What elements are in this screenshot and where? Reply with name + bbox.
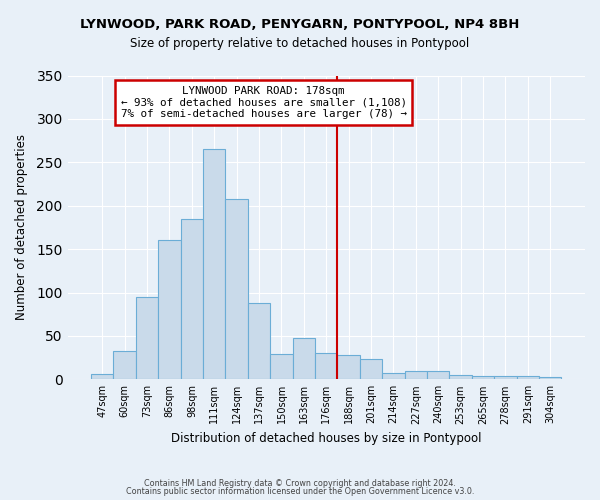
Bar: [270, 354, 293, 380]
Bar: [293, 338, 315, 380]
Bar: [360, 360, 382, 380]
Bar: [494, 376, 517, 380]
Bar: [337, 355, 360, 380]
X-axis label: Distribution of detached houses by size in Pontypool: Distribution of detached houses by size …: [171, 432, 482, 445]
Y-axis label: Number of detached properties: Number of detached properties: [15, 134, 28, 320]
Bar: [449, 375, 472, 380]
Text: Contains HM Land Registry data © Crown copyright and database right 2024.: Contains HM Land Registry data © Crown c…: [144, 478, 456, 488]
Bar: [203, 150, 226, 380]
Bar: [136, 297, 158, 380]
Bar: [248, 303, 270, 380]
Bar: [472, 376, 494, 380]
Bar: [427, 370, 449, 380]
Bar: [158, 240, 181, 380]
Text: Contains public sector information licensed under the Open Government Licence v3: Contains public sector information licen…: [126, 488, 474, 496]
Bar: [315, 354, 337, 380]
Text: LYNWOOD PARK ROAD: 178sqm
← 93% of detached houses are smaller (1,108)
7% of sem: LYNWOOD PARK ROAD: 178sqm ← 93% of detac…: [121, 86, 407, 119]
Bar: [539, 376, 562, 380]
Bar: [113, 350, 136, 380]
Bar: [226, 199, 248, 380]
Text: Size of property relative to detached houses in Pontypool: Size of property relative to detached ho…: [130, 38, 470, 51]
Bar: [91, 374, 113, 380]
Text: LYNWOOD, PARK ROAD, PENYGARN, PONTYPOOL, NP4 8BH: LYNWOOD, PARK ROAD, PENYGARN, PONTYPOOL,…: [80, 18, 520, 30]
Bar: [382, 373, 404, 380]
Bar: [181, 218, 203, 380]
Bar: [404, 370, 427, 380]
Bar: [517, 376, 539, 380]
